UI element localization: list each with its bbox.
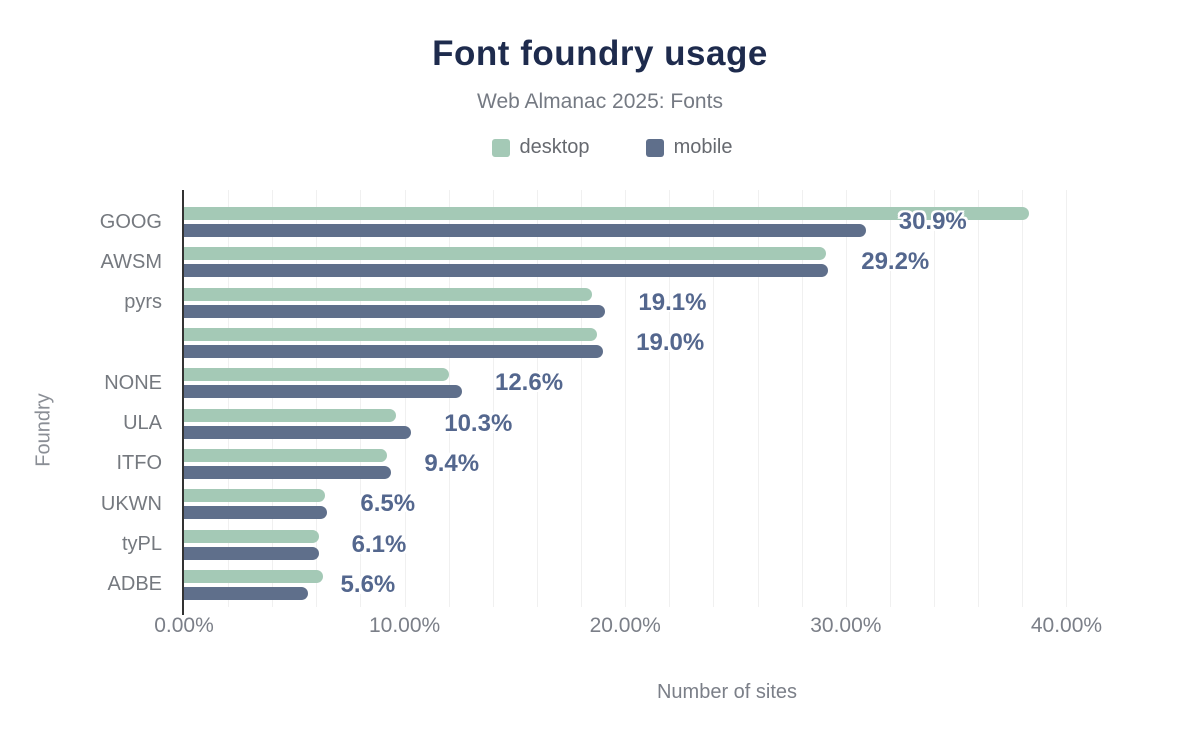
gridline-30 (845, 190, 847, 607)
bar-group-ADBE: 5.6% (184, 565, 1104, 605)
gridline-14 (492, 190, 494, 607)
gridline-32 (889, 190, 891, 607)
gridline-10 (404, 190, 406, 607)
gridline-38 (1022, 190, 1024, 607)
mobile-swatch-icon (645, 138, 664, 157)
x-tick-10: 10.00% (368, 614, 441, 637)
y-label-blank (0, 323, 173, 363)
bar-desktop-blank (184, 328, 597, 342)
y-label-NONE: NONE (104, 371, 162, 394)
legend: desktop mobile (12, 136, 1200, 159)
y-label-AWSM: AWSM (100, 250, 162, 273)
bar-desktop-GOOG (184, 207, 1029, 221)
bar-mobile-ADBE (184, 586, 308, 600)
bar-mobile-UKWN (184, 506, 328, 520)
y-label-ITFO: ITFO (116, 452, 162, 475)
data-label-UKWN: 6.5% (360, 490, 416, 518)
data-label-blank: 19.0% (636, 329, 705, 357)
bar-group-UKWN: 6.5% (184, 484, 1104, 524)
gridline-8 (360, 190, 362, 607)
bar-desktop-ADBE (184, 569, 323, 583)
gridline-4 (272, 190, 274, 607)
bar-group-ULA: 10.3% (184, 404, 1104, 444)
data-label-ULA: 10.3% (444, 409, 513, 437)
gridline-28 (801, 190, 803, 607)
bar-mobile-ITFO (184, 465, 392, 479)
gridline-24 (713, 190, 715, 607)
bar-group-NONE: 12.6% (184, 363, 1104, 403)
data-label-AWSM: 29.2% (861, 248, 930, 276)
bar-group-GOOG: 30.9% (184, 202, 1104, 242)
data-label-GOOG: 30.9% (898, 208, 967, 236)
x-tick-30: 30.00% (810, 614, 882, 637)
gridline-40 (1066, 190, 1068, 607)
y-label-pyrs: pyrs (124, 291, 162, 314)
chart-subtitle: Web Almanac 2025: Fonts (477, 90, 723, 113)
x-tick-0: 0.00% (154, 614, 214, 637)
data-label-ITFO: 9.4% (424, 449, 480, 477)
bar-mobile-pyrs (184, 304, 606, 318)
data-label-ADBE: 5.6% (340, 570, 396, 598)
bar-desktop-NONE (184, 368, 449, 382)
gridline-22 (669, 190, 671, 607)
plot-area: 30.9% 29.2% 19.1% 19.0% 12.6% 10.3% 9.4% 6.5% 6.… (182, 190, 1104, 615)
data-label-NONE: 12.6% (494, 369, 564, 397)
bar-mobile-blank (184, 345, 604, 359)
bar-desktop-UKWN (184, 489, 326, 503)
chart-title: Font foundry usage (432, 34, 768, 73)
data-label-pyrs: 19.1% (638, 288, 707, 316)
bar-mobile-NONE (184, 385, 462, 399)
gridline-36 (978, 190, 980, 607)
y-label-GOOG: GOOG (99, 210, 162, 233)
legend-item-mobile: mobile (645, 136, 733, 159)
legend-item-desktop: desktop (491, 136, 590, 159)
bar-mobile-GOOG (184, 224, 866, 238)
x-tick-20: 20.00% (589, 614, 661, 637)
bar-desktop-ULA (184, 408, 396, 422)
gridline-18 (581, 190, 583, 607)
data-label-tyPL: 6.1% (351, 530, 407, 558)
gridline-2 (228, 190, 230, 607)
bar-desktop-pyrs (184, 287, 593, 301)
bar-desktop-ITFO (184, 448, 387, 462)
desktop-swatch-icon (491, 138, 510, 157)
y-label-tyPL: tyPL (121, 533, 162, 556)
gridline-12 (448, 190, 450, 607)
x-axis-tick-labels: 0.00% 10.00% 20.00% 30.00% 40.00% (154, 614, 1104, 642)
bar-group-AWSM: 29.2% (184, 242, 1104, 282)
bar-group-pyrs: 19.1% (184, 283, 1104, 323)
x-axis-title: Number of sites (656, 681, 798, 703)
bar-desktop-tyPL (184, 529, 319, 543)
gridline-20 (625, 190, 627, 607)
legend-label: desktop (519, 136, 590, 158)
x-tick-40: 40.00% (1030, 614, 1103, 637)
bar-mobile-AWSM (184, 264, 829, 278)
bar-group-tyPL: 6.1% (184, 524, 1104, 564)
y-label-UKWN: UKWN (100, 492, 162, 515)
bar-mobile-tyPL (184, 546, 319, 560)
y-axis-line (182, 190, 184, 615)
y-label-ULA: ULA (123, 412, 162, 435)
bar-group-blank: 19.0% (184, 323, 1104, 363)
bar-mobile-ULA (184, 425, 412, 439)
legend-label: mobile (673, 136, 733, 158)
gridline-34 (934, 190, 936, 607)
bar-desktop-AWSM (184, 247, 826, 261)
gridline-26 (757, 190, 759, 607)
gridline-16 (536, 190, 538, 607)
gridline-6 (316, 190, 318, 607)
y-label-ADBE: ADBE (107, 573, 162, 596)
y-axis-labels: GOOG AWSM pyrs NONE ULA ITFO UKWN tyPL ADBE (0, 190, 173, 607)
bar-group-ITFO: 9.4% (184, 444, 1104, 484)
